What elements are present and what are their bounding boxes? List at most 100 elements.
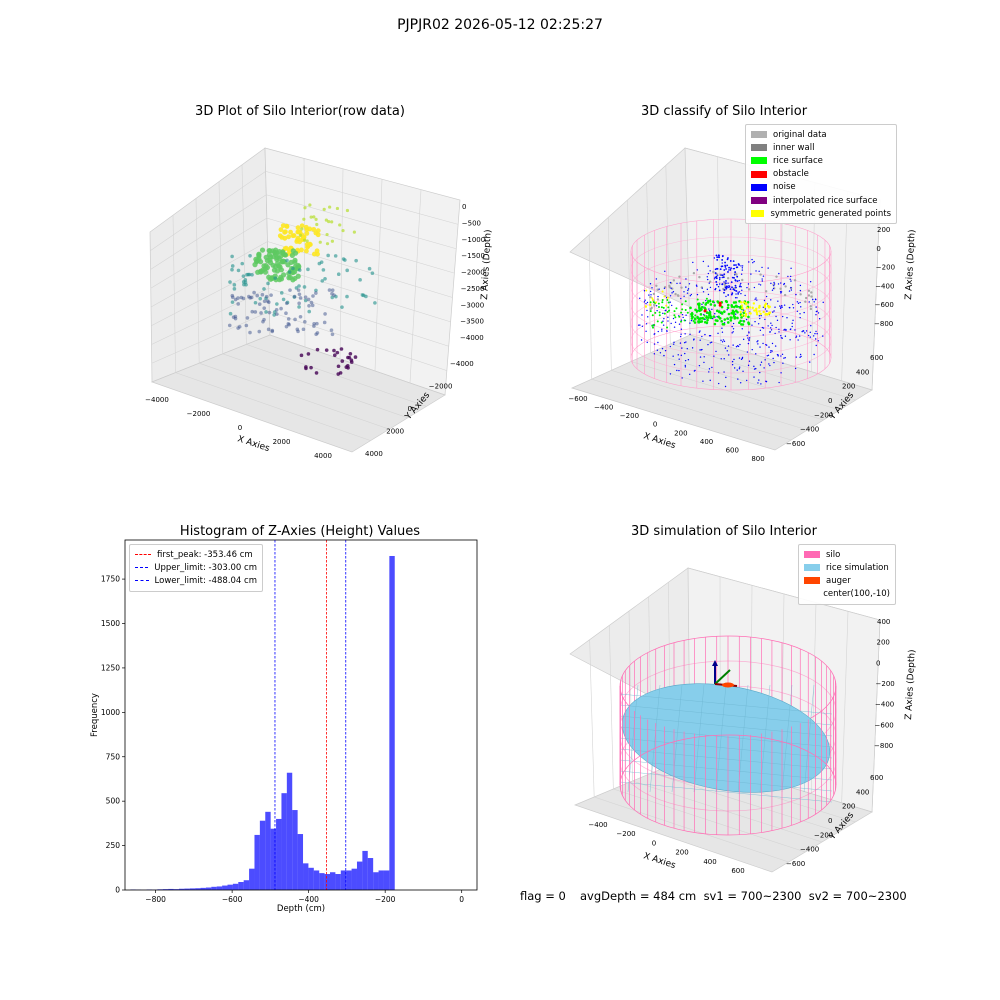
panel1-point [245,272,249,277]
panel4-y-tick-label: 200 [842,803,855,811]
panel2-point [735,286,737,289]
panel2-point [683,295,685,297]
panel4-z-tick-label: −600 [875,721,894,729]
panel2-point [692,271,696,275]
panel2-point [723,340,726,343]
panel2-point [671,292,673,294]
panel2-point [812,335,815,337]
panel4-z-tick-label: −800 [874,742,893,750]
panel2-point [709,286,712,289]
histogram-title: Histogram of Z-Axies (Height) Values [179,524,421,539]
panel2-point [786,317,788,319]
panel2-point [732,288,735,291]
panel2-point [794,367,797,370]
panel2-point [740,273,743,275]
panel2-point [748,261,750,263]
panel1-point [344,365,349,369]
panel2-point [815,330,817,333]
panel2-point [748,306,752,309]
histogram-bar [259,820,266,890]
panel2-point [767,325,769,327]
panel2-legend-label: rice surface [773,155,823,166]
panel1-point [242,282,246,287]
panel2-point [784,328,786,331]
panel2-point [689,373,691,376]
panel2-point [721,274,724,277]
panel2-point [761,266,763,269]
panel1-point [240,261,245,266]
panel2-point [730,311,734,315]
panel1-point [256,251,262,257]
panel2-point [784,335,787,337]
panel1-point [292,257,298,263]
panel2-point [739,310,742,314]
panel2-z-tick-label: −400 [875,282,894,290]
panel2-point [681,303,684,306]
panel2-point [729,260,732,262]
panel1-z-tick-label: −500 [462,219,481,227]
histogram-ylabel: Frequency [90,693,100,737]
panel2-point [789,278,791,280]
panel2-point [667,301,670,304]
panel2-point [726,277,730,280]
panel1-z-tick-label: −1000 [462,236,486,244]
panel2-point [736,266,739,269]
panel2-point [772,287,775,290]
panel1-point [278,274,284,281]
panel2-point [822,301,824,304]
panel2-point [755,307,758,311]
panel2-point [736,316,739,320]
panel2-point [696,269,698,271]
panel2-point [770,282,772,285]
panel1-point [264,310,268,314]
panel1-point [284,324,289,329]
panel2-legend-item: rice surface [751,154,891,167]
panel2-point [762,342,764,345]
panel2-point [789,339,791,341]
panel2-point [736,275,739,278]
panel2-point [719,278,721,281]
panel2-point [796,301,799,303]
panel2-point [655,284,658,287]
panel2-point [716,256,719,259]
panel2-point [653,353,656,355]
panel2-point [745,379,748,382]
panel2-point [759,371,761,374]
panel1-point [291,266,295,271]
panel4-3d-surface: −400−20002004006006004002000−200−400−600… [569,567,918,875]
panel2-point [640,339,643,341]
panel1-y-tick-label: 0 [408,405,412,413]
panel2-point [802,330,805,332]
panel2-point [684,366,687,368]
panel4-x-tick-label: 200 [675,849,688,857]
panel2-point [662,306,665,309]
panel4-legend-item: silo [804,548,890,561]
panel2-point [649,301,652,304]
panel1-point [330,288,335,293]
histogram-legend-label: Upper_limit: -303.00 cm [154,562,257,573]
panel2-legend-swatch [751,157,767,165]
panel2-z-tick-label: −200 [876,264,895,272]
panel2-point [734,304,738,308]
panel1-point [300,227,304,231]
panel1-point [322,207,326,211]
panel4-legend-item: center(100,-10) [804,588,890,601]
panel2-point [757,323,760,325]
panel4-legend-swatch [804,591,817,598]
panel1-point [297,292,302,297]
panel1-point [288,229,293,235]
panel2-point [698,307,701,310]
panel2-point [696,315,699,319]
panel2-point [711,300,715,304]
panel2-point [787,275,789,278]
panel2-y-tick-label: 0 [828,397,832,405]
panel1-point [259,311,263,315]
histogram-legend-item: first_peak: -353.46 cm [135,548,257,561]
panel2-point [681,377,683,379]
panel2-point [780,282,782,284]
panel2-point [805,330,808,332]
panel2-point [768,346,770,348]
panel4-y-tick-label: −600 [786,860,805,868]
histogram-bar [335,874,341,890]
panel1-point [313,230,319,236]
